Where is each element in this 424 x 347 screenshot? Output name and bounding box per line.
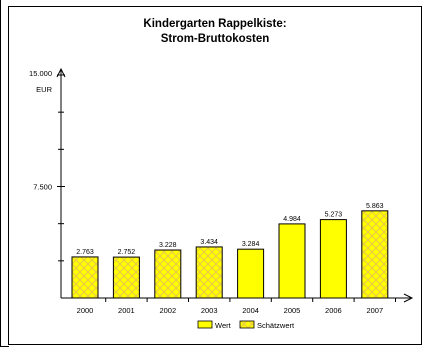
bar: [71, 256, 99, 299]
x-tick-label: 2006: [325, 306, 342, 315]
value-label: 2.763: [76, 249, 94, 256]
bar: [361, 210, 389, 299]
legend-label-schaetzwert: Schätzwert: [257, 321, 295, 330]
x-tick-label: 2007: [366, 306, 383, 315]
y-tick-label: 7.500: [33, 183, 52, 192]
x-tick-label: 2005: [284, 306, 301, 315]
legend-label-wert: Wert: [215, 321, 232, 330]
bar: [112, 256, 140, 299]
legend-swatch-schaetzwert: [239, 320, 255, 329]
bar: [278, 223, 306, 299]
y-tick-labels-group: 7.500 15.000: [29, 69, 52, 192]
legend: Wert Schätzwert: [197, 320, 295, 330]
value-label: 4.984: [283, 216, 301, 223]
legend-swatch-wert: [197, 320, 213, 329]
value-label: 3.434: [200, 239, 218, 246]
y-axis-label: EUR: [36, 85, 52, 94]
value-label: 3.228: [159, 242, 177, 249]
x-axis-arrow: [403, 293, 414, 303]
bar: [195, 246, 223, 299]
chart-title: Kindergarten Rappelkiste:: [143, 18, 286, 30]
x-tick-label: 2000: [77, 306, 94, 315]
y-tick-label: 15.000: [29, 69, 52, 78]
x-tick-labels-group: 2000 2001 2002 2003 2004 2005 2006 2007: [77, 306, 383, 315]
bar: [237, 248, 265, 299]
x-tick-label: 2003: [201, 306, 218, 315]
value-label: 5.863: [366, 203, 384, 210]
x-tick-label: 2002: [159, 306, 176, 315]
chart-subtitle: Strom-Bruttokosten: [161, 33, 270, 45]
bar: [319, 219, 347, 299]
value-labels-group: 2.763 2.752 3.228 3.434 3.284 4.984 5.273 5.863: [76, 203, 383, 256]
x-tick-label: 2004: [242, 306, 259, 315]
y-axis-arrow: [56, 67, 66, 78]
x-tick-label: 2001: [118, 306, 135, 315]
value-label: 5.273: [325, 212, 343, 219]
value-label: 3.284: [242, 241, 260, 248]
bars-group: [71, 210, 389, 299]
value-label: 2.752: [118, 249, 136, 256]
bar: [154, 249, 182, 299]
